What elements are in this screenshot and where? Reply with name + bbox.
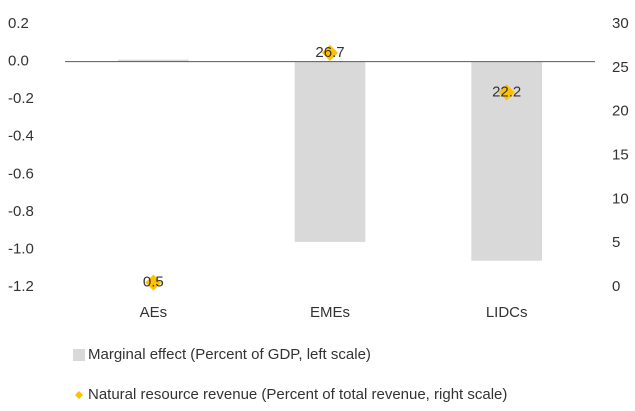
data-label: 22.2 bbox=[492, 83, 521, 100]
data-label: 0.5 bbox=[143, 274, 164, 291]
y2-tick-label: 15 bbox=[612, 146, 629, 163]
legend-label: Natural resource revenue (Percent of tot… bbox=[88, 386, 507, 403]
y2-tick-label: 20 bbox=[612, 103, 629, 120]
diamond-marker bbox=[322, 44, 338, 61]
bar bbox=[294, 61, 366, 242]
legend-swatch bbox=[75, 391, 83, 399]
diamond-marker bbox=[145, 274, 162, 291]
y2-tick-label: 0 bbox=[612, 278, 620, 295]
diamond-marker bbox=[498, 84, 515, 101]
y-tick-label: -0.8 bbox=[8, 203, 34, 220]
y-tick-label: 0.0 bbox=[8, 53, 29, 70]
y-tick-label: -0.2 bbox=[8, 90, 34, 107]
y2-tick-label: 5 bbox=[612, 234, 620, 251]
y2-tick-label: 25 bbox=[612, 59, 629, 76]
legend-swatch bbox=[73, 349, 85, 361]
y-tick-label: -0.6 bbox=[8, 165, 34, 182]
y-tick-label: -1.2 bbox=[8, 278, 34, 295]
y-tick-label: -0.4 bbox=[8, 128, 34, 145]
y2-tick-label: 30 bbox=[612, 15, 629, 32]
y2-tick-label: 10 bbox=[612, 190, 629, 207]
legend-label: Marginal effect (Percent of GDP, left sc… bbox=[88, 346, 371, 363]
y-tick-label: -1.0 bbox=[8, 240, 34, 257]
x-tick-label: EMEs bbox=[310, 304, 350, 321]
y-tick-label: 0.2 bbox=[8, 15, 29, 32]
bar bbox=[118, 59, 189, 62]
x-tick-label: LIDCs bbox=[486, 304, 528, 321]
data-label: 26.7 bbox=[315, 44, 344, 61]
x-tick-label: AEs bbox=[140, 304, 168, 321]
